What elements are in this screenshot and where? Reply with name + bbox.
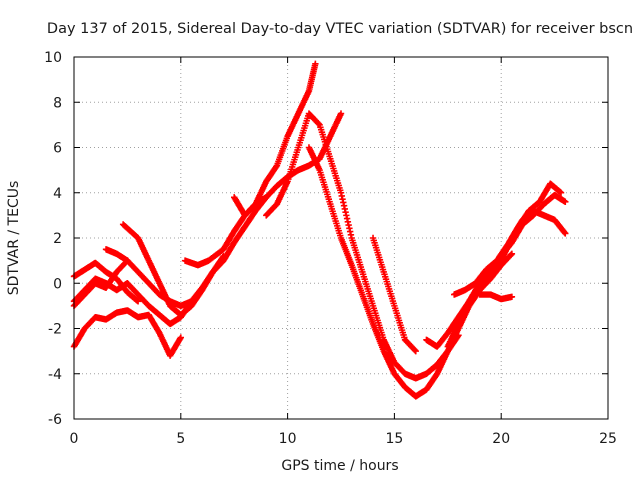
data-points [70,60,569,400]
y-tick-label: -4 [48,367,62,383]
x-tick-label: 25 [599,431,617,447]
y-tick-label: -6 [48,412,62,428]
series-sat-6 [119,221,227,319]
y-axis-label: SDTVAR / TECUs [6,181,22,296]
y-tick-label: 0 [53,276,62,292]
x-axis-label: GPS time / hours [281,458,398,474]
series-markers [476,291,516,303]
series-markers [369,234,419,355]
grid [74,57,608,419]
series-sat-15 [476,291,516,303]
x-tick-label: 10 [279,431,297,447]
x-tick-label: 20 [492,431,510,447]
series-sat-11 [369,234,419,355]
series-sat-9 [263,110,462,382]
series-markers [102,246,195,310]
axis-ticks: 0 5 10 15 20 25 -6 -4 -2 0 2 4 6 8 10 [44,50,617,447]
x-tick-label: 0 [70,431,79,447]
series-markers [70,307,184,359]
y-tick-label: 6 [53,141,62,157]
series-sat-5 [102,246,195,310]
y-tick-label: -2 [48,322,62,338]
series-markers [231,60,319,219]
series-markers [451,180,565,298]
y-tick-label: 8 [53,95,62,111]
series-markers [119,221,227,319]
series-markers [263,110,462,382]
series-sat-2 [70,307,184,359]
series-sat-14 [451,180,565,298]
x-tick-label: 5 [176,431,185,447]
chart-title: Day 137 of 2015, Sidereal Day-to-day VTE… [47,21,633,37]
y-tick-label: 2 [53,231,62,247]
y-tick-label: 10 [44,50,62,66]
x-tick-label: 15 [385,431,403,447]
y-tick-label: 4 [53,186,62,202]
series-sat-8 [231,60,319,219]
